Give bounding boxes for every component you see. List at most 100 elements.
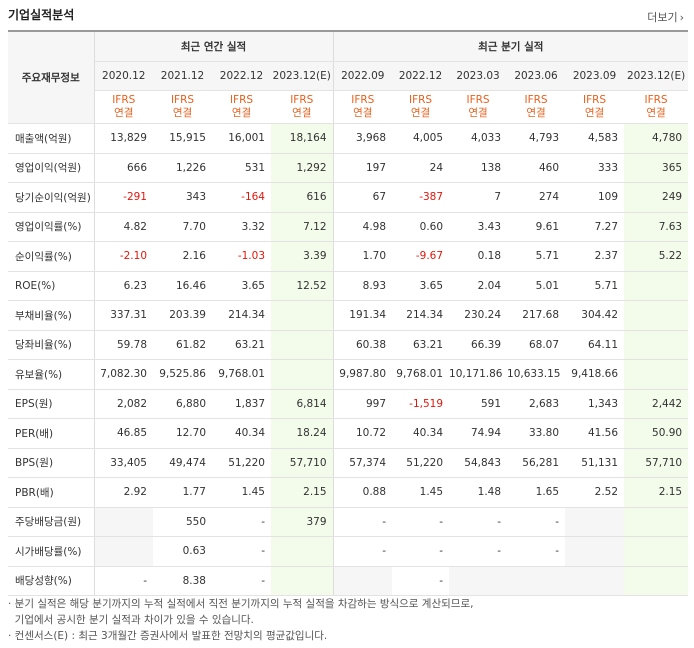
row-label: BPS(원) [8, 448, 95, 478]
table-cell: 1.70 [333, 241, 393, 272]
table-cell: 0.60 [392, 211, 450, 242]
table-cell: -1,519 [392, 388, 450, 419]
period-header: 2023.12(E) [271, 61, 334, 91]
table-cell: 10.72 [333, 418, 393, 449]
table-cell: 16.46 [153, 271, 212, 301]
table-cell: 9,768.01 [212, 359, 271, 390]
chevron-right-icon: › [679, 11, 684, 24]
row-label: 주당배당금(원) [8, 506, 95, 537]
table-cell: 74.94 [449, 418, 508, 449]
ifrs-top: IFRS [644, 94, 668, 106]
table-cell: 50.90 [624, 418, 689, 449]
row-label: 영업이익(억원) [8, 153, 95, 183]
ifrs-bottom: 연결 [114, 107, 134, 119]
table-cell: 41.56 [565, 418, 625, 449]
table-row: 영업이익률(%) 4.82 7.70 3.32 7.12 4.98 0.60 3.43 9.61… [8, 211, 689, 242]
footnote-1: · 분기 실적은 해당 분기까지의 누적 실적에서 직전 분기까지의 누적 실적… [8, 598, 474, 610]
table-cell [333, 566, 393, 596]
table-row: PBR(배) 2.92 1.77 1.45 2.15 0.88 1.45 1.48 1.65 2.… [8, 477, 689, 508]
table-cell: 40.34 [392, 418, 450, 449]
ifrs-bottom: 연결 [172, 107, 193, 119]
table-cell: 2.92 [94, 477, 153, 508]
table-cell: 3,968 [333, 123, 393, 154]
table-cell: 40.34 [212, 418, 271, 449]
table-cell [94, 536, 153, 567]
table-cell: 4,583 [565, 123, 625, 154]
table-cell: 24 [392, 153, 450, 183]
table-cell: 4,005 [392, 123, 450, 154]
table-cell: 66.39 [449, 330, 508, 360]
table-cell: 61.82 [153, 330, 212, 360]
table-cell: 13,829 [94, 123, 153, 154]
ifrs-top: IFRS [524, 94, 548, 106]
table-cell: 4,033 [449, 123, 508, 154]
table-cell: 57,374 [333, 448, 393, 478]
table-cell: 2.04 [449, 271, 508, 301]
table-row: 당좌비율(%) 59.78 61.82 63.21 60.38 63.21 66.39 68.… [8, 330, 689, 360]
row-label: EPS(원) [8, 388, 95, 419]
table-cell [271, 330, 334, 360]
table-cell: 460 [507, 153, 566, 183]
table-cell: 5.71 [507, 241, 566, 272]
table-cell: 57,710 [271, 448, 334, 478]
table-cell: 1.65 [507, 477, 566, 508]
row-label: 순이익률(%) [8, 241, 95, 272]
table-row: PER(배) 46.85 12.70 40.34 18.24 10.72 40.34 74.9… [8, 418, 689, 449]
table-cell: 333 [565, 153, 625, 183]
table-cell: 51,220 [392, 448, 450, 478]
footnotes: · 분기 실적은 해당 분기까지의 누적 실적에서 직전 분기까지의 누적 실적… [8, 596, 473, 644]
period-header: 2020.12 [94, 61, 153, 91]
financial-table: 주요재무정보 최근 연간 실적 최근 분기 실적 2020.12 2021.12 2… [8, 30, 689, 596]
table-cell: 46.85 [94, 418, 153, 449]
table-cell: - [392, 566, 450, 596]
table-cell [271, 566, 334, 596]
table-cell: 15,915 [153, 123, 212, 154]
ifrs-bottom: 연결 [646, 107, 666, 119]
table-cell: 666 [94, 153, 153, 183]
table-cell: 0.18 [449, 241, 508, 272]
row-label: 당좌비율(%) [8, 330, 95, 360]
table-cell: 0.88 [333, 477, 393, 508]
ifrs-bottom: 연결 [584, 107, 605, 119]
table-cell: 18.24 [271, 418, 334, 449]
table-cell [565, 536, 625, 567]
table-cell [449, 566, 508, 596]
period-header: 2022.09 [333, 61, 393, 91]
table-cell [271, 536, 334, 567]
table-cell: 56,281 [507, 448, 566, 478]
table-row: 부채비율(%) 337.31 203.39 214.34 191.34 214.34 230… [8, 300, 689, 331]
period-header: 2022.12 [212, 61, 271, 91]
table-cell [271, 300, 334, 331]
table-cell: 4.82 [94, 211, 153, 242]
table-cell: 1,292 [271, 153, 334, 183]
ifrs-label: IFRS 연결 [153, 90, 212, 124]
table-cell: 3.39 [271, 241, 334, 272]
table-cell: 138 [449, 153, 508, 183]
table-cell: 49,474 [153, 448, 212, 478]
table-cell: 2.15 [624, 477, 689, 508]
table-row: 영업이익(억원) 666 1,226 531 1,292 197 24 138 460 333 36… [8, 153, 689, 183]
row-label: PBR(배) [8, 477, 95, 508]
period-header: 2023.03 [449, 61, 508, 91]
ifrs-label: IFRS 연결 [94, 90, 153, 124]
table-cell [565, 506, 625, 537]
table-row: ROE(%) 6.23 16.46 3.65 12.52 8.93 3.65 2.04 5.01… [8, 271, 689, 301]
table-cell [624, 330, 689, 360]
table-cell: 8.93 [333, 271, 393, 301]
ifrs-label: IFRS 연결 [392, 90, 450, 124]
table-cell: -164 [212, 182, 271, 213]
ifrs-label: IFRS 연결 [624, 90, 689, 124]
table-cell: 2,683 [507, 388, 566, 419]
more-link[interactable]: 더보기 › [647, 9, 684, 25]
table-cell: 4,793 [507, 123, 566, 154]
table-cell: 12.70 [153, 418, 212, 449]
table-cell [624, 300, 689, 331]
table-cell: 343 [153, 182, 212, 213]
table-cell [507, 566, 566, 596]
table-cell: - [333, 536, 393, 567]
table-cell: 337.31 [94, 300, 153, 331]
table-cell: 379 [271, 506, 334, 537]
ifrs-top: IFRS [351, 94, 375, 106]
table-cell: - [449, 506, 508, 537]
table-cell: 68.07 [507, 330, 566, 360]
